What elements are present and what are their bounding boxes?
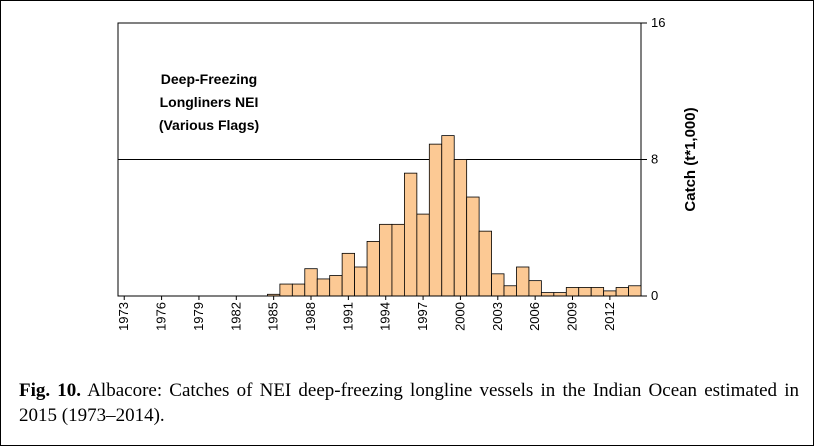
bar: [590, 287, 605, 297]
x-tick-label: 1988: [303, 302, 318, 331]
bar: [603, 290, 617, 297]
caption: Fig. 10. Albacore: Catches of NEI deep-f…: [19, 378, 799, 428]
x-tick-label: 1994: [378, 302, 393, 331]
x-tick-label: 2000: [452, 302, 467, 331]
bar: [553, 292, 567, 297]
x-tick-label: 2009: [565, 302, 580, 331]
x-tick-label: 1991: [340, 302, 355, 331]
annotation: Deep-Freezing: [161, 71, 257, 87]
x-tick-label: 1985: [266, 302, 281, 331]
bar: [304, 268, 318, 297]
bar: [516, 266, 530, 297]
bar: [341, 252, 355, 297]
y-tick-label: 16: [651, 15, 665, 30]
x-tick-label: 2012: [602, 302, 617, 331]
y-axis-label: Catch (t*1,000): [682, 107, 699, 211]
x-tick-label: 1997: [415, 302, 430, 331]
x-tick-label: 1976: [154, 302, 169, 331]
bar: [391, 223, 405, 297]
annotation: (Various Flags): [159, 117, 259, 133]
bar: [416, 213, 430, 297]
bar: [503, 285, 517, 297]
y-tick-label: 8: [651, 152, 658, 167]
x-tick-label: 2003: [490, 302, 505, 331]
bar: [428, 143, 443, 297]
bar: [316, 278, 331, 297]
bar: [565, 287, 580, 297]
bar: [466, 196, 480, 297]
bar: [578, 287, 592, 297]
annotation: Longliners NEI: [160, 94, 259, 110]
caption-label: Fig. 10.: [19, 380, 82, 401]
bar: [628, 285, 642, 297]
bar: [478, 230, 492, 297]
bar: [279, 283, 293, 297]
bar: [379, 223, 393, 297]
bar: [615, 287, 629, 297]
bar: [528, 280, 542, 297]
bar: [491, 273, 505, 297]
bar: [329, 275, 343, 297]
bar: [540, 292, 555, 297]
x-tick-label: 1982: [228, 302, 243, 331]
bar: [354, 266, 368, 297]
x-tick-label: 2006: [527, 302, 542, 331]
caption-text: Albacore: Catches of NEI deep-freezing l…: [19, 380, 799, 426]
x-tick-label: 1973: [116, 302, 131, 331]
bar: [366, 240, 380, 297]
y-tick-label: 0: [651, 288, 658, 303]
bar: [441, 135, 455, 297]
bar: [453, 159, 468, 297]
chart: 0 8 16 Catch (t*1,000) Deep-Freezing Longline…: [116, 15, 699, 331]
x-tick-label: 1979: [191, 302, 206, 331]
bar: [404, 172, 418, 297]
bar: [291, 283, 306, 297]
